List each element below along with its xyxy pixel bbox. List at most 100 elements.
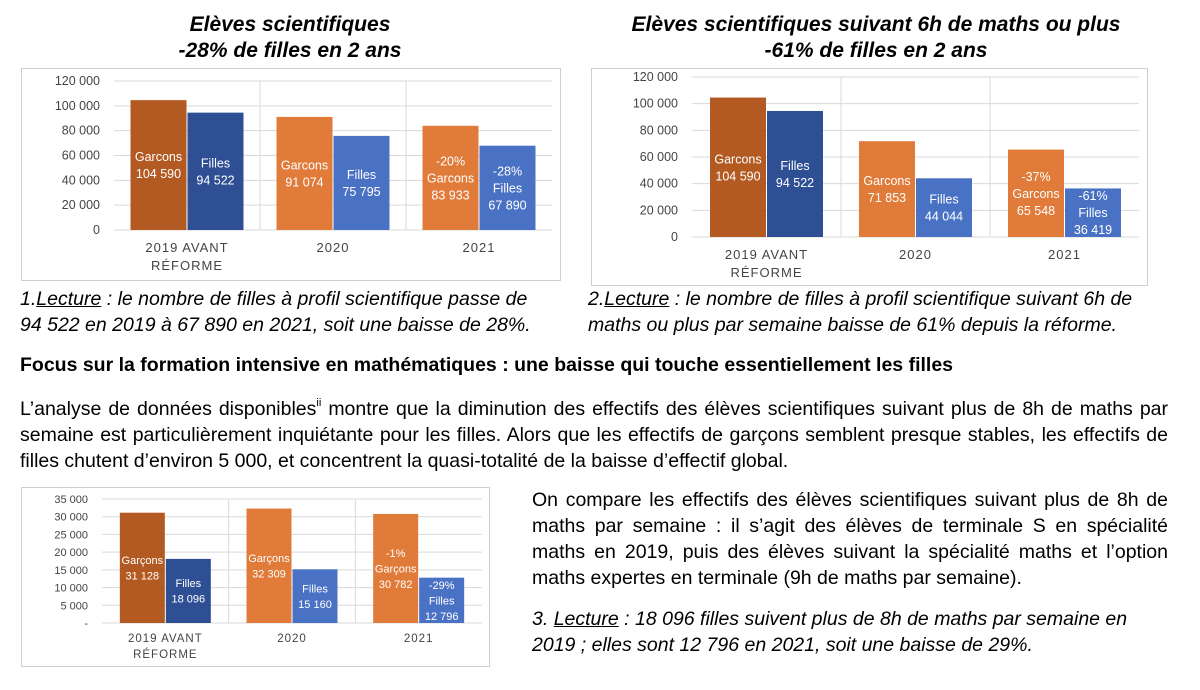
y-tick-label: -: [84, 618, 88, 630]
bar-series-label: Garcons: [427, 171, 474, 185]
x-category-label: 2021: [404, 633, 434, 645]
y-tick-label: 25 000: [54, 529, 88, 541]
bar-series-label: Garçons: [122, 555, 164, 567]
x-category-label: 2020: [899, 247, 932, 262]
paragraph1-part-b: montre que la diminution des effectifs d…: [20, 398, 1168, 472]
y-tick-label: 20 000: [54, 547, 88, 559]
caption3-lecture: Lecture: [553, 608, 619, 630]
bar-value-label: 91 074: [285, 175, 323, 189]
y-tick-label: 40 000: [640, 177, 678, 191]
bar-pct-label: -61%: [1078, 189, 1107, 203]
y-tick-label: 0: [93, 223, 100, 237]
bar-pct-label: -29%: [429, 580, 455, 592]
chart2-title-line1: Elèves scientifiques suivant 6h de maths…: [631, 13, 1121, 36]
x-category-label: RÉFORME: [151, 258, 223, 273]
bar-pct-label: -37%: [1021, 170, 1050, 184]
bar-series-label: Garcons: [135, 150, 182, 164]
y-tick-label: 100 000: [55, 99, 100, 113]
x-category-label: 2020: [317, 240, 350, 255]
x-category-label: 2021: [463, 240, 496, 255]
x-category-label: 2019 AVANT: [145, 240, 228, 255]
caption1-num: 1.: [20, 288, 37, 310]
bar-girls: [767, 110, 823, 237]
bar-girls: [916, 178, 972, 237]
bar-girls: [1065, 188, 1121, 237]
bar-pct-label: -1%: [386, 548, 406, 560]
bar-boys: [130, 100, 187, 230]
y-tick-label: 60 000: [62, 149, 100, 163]
x-category-label: 2019 AVANT: [725, 247, 808, 262]
bar-series-label: Filles: [302, 583, 328, 595]
caption3-line1: : 18 096 filles suivent plus de 8h de ma…: [618, 608, 1128, 630]
caption-2: 2.Lecture : le nombre de filles à profil…: [588, 286, 1178, 338]
y-tick-label: 80 000: [62, 124, 100, 138]
bar-value-label: 65 548: [1017, 204, 1055, 218]
bar-girls: [165, 558, 211, 623]
bar-value-label: 12 796: [425, 611, 459, 623]
chart2-title: Elèves scientifiques suivant 6h de maths…: [586, 12, 1166, 64]
bar-value-label: 44 044: [925, 210, 963, 224]
y-tick-label: 20 000: [640, 203, 678, 217]
bar-series-label: Filles: [201, 156, 230, 170]
chart1-panel: 0 20 000 40 000 60 000 80 000 100 000 120 000 2…: [21, 68, 561, 281]
x-category-label: 2021: [1048, 247, 1081, 262]
bar-pct-label: -28%: [493, 164, 522, 178]
bar-boys: [246, 508, 292, 623]
y-tick-label: 0: [671, 230, 678, 244]
bar-girls: [333, 135, 390, 230]
footnote-ref: ii: [316, 397, 322, 409]
bar-series-label: Filles: [347, 168, 376, 182]
bar-value-label: 83 933: [431, 188, 469, 202]
caption2-num: 2.: [588, 288, 605, 310]
bar-series-label: Garcons: [281, 158, 328, 172]
bar-value-label: 75 795: [342, 185, 380, 199]
chart2-svg: 0 20 000 40 000 60 000 80 000 100 000 120 000 2…: [633, 70, 1139, 280]
bar-series-label: Garcons: [1012, 187, 1059, 201]
caption2-line2: maths ou plus par semaine baisse de 61% …: [588, 314, 1117, 336]
chart1-svg: 0 20 000 40 000 60 000 80 000 100 000 120 000 2…: [55, 74, 552, 273]
bar-girls: [419, 577, 465, 623]
bar-girls: [479, 145, 536, 230]
bar-series-label: Filles: [1078, 206, 1107, 220]
y-tick-label: 15 000: [54, 565, 88, 577]
bar-value-label: 71 853: [868, 191, 906, 205]
chart2-panel: 0 20 000 40 000 60 000 80 000 100 000 120 000 2…: [591, 68, 1148, 286]
bar-series-label: Garcons: [863, 174, 910, 188]
bar-value-label: 94 522: [776, 176, 814, 190]
bar-value-label: 31 128: [126, 571, 160, 583]
bar-series-label: Garcons: [714, 152, 761, 166]
bar-series-label: Garçons: [248, 553, 290, 565]
paragraph-2: On compare les effectifs des élèves scie…: [532, 489, 1168, 589]
y-tick-label: 100 000: [633, 97, 678, 111]
paragraph-1: L’analyse de données disponiblesii montr…: [20, 396, 1168, 474]
x-category-label: RÉFORME: [731, 265, 803, 280]
y-tick-label: 40 000: [62, 173, 100, 187]
chart3-panel: - 5 000 10 000 15 000 20 000 25 000 30 000 35 0…: [21, 487, 490, 667]
y-tick-label: 80 000: [640, 123, 678, 137]
bar-value-label: 104 590: [715, 169, 760, 183]
bar-series-label: Garçons: [375, 563, 417, 575]
y-tick-label: 120 000: [633, 70, 678, 84]
chart1-title-line2: -28% de filles en 2 ans: [178, 39, 402, 62]
section-heading: Focus sur la formation intensive en math…: [20, 354, 954, 376]
x-category-label: RÉFORME: [133, 648, 198, 661]
paragraph1-part-a: L’analyse de données disponibles: [20, 398, 317, 420]
chart3-svg: - 5 000 10 000 15 000 20 000 25 000 30 000 35 0…: [54, 494, 482, 661]
bar-value-label: 18 096: [172, 594, 206, 606]
chart1-title: Elèves scientifiques -28% de filles en 2…: [40, 12, 540, 64]
bar-series-label: Filles: [429, 595, 455, 607]
y-tick-label: 5 000: [60, 600, 88, 612]
caption-3: 3. Lecture : 18 096 filles suivent plus …: [532, 606, 1172, 658]
chart2-title-line2: -61% de filles en 2 ans: [764, 39, 988, 62]
bar-series-label: Filles: [929, 193, 958, 207]
y-tick-label: 10 000: [54, 583, 88, 595]
bar-boys: [373, 513, 419, 623]
x-category-label: 2019 AVANT: [128, 633, 203, 645]
caption1-line1: : le nombre de filles à profil scientifi…: [101, 288, 528, 310]
caption1-lecture: Lecture: [36, 288, 102, 310]
bar-boys: [422, 125, 479, 230]
caption3-num: 3.: [532, 608, 554, 630]
y-tick-label: 35 000: [54, 494, 88, 506]
caption-1: 1.Lecture : le nombre de filles à profil…: [20, 286, 570, 338]
caption1-line2: 94 522 en 2019 à 67 890 en 2021, soit un…: [20, 314, 531, 336]
